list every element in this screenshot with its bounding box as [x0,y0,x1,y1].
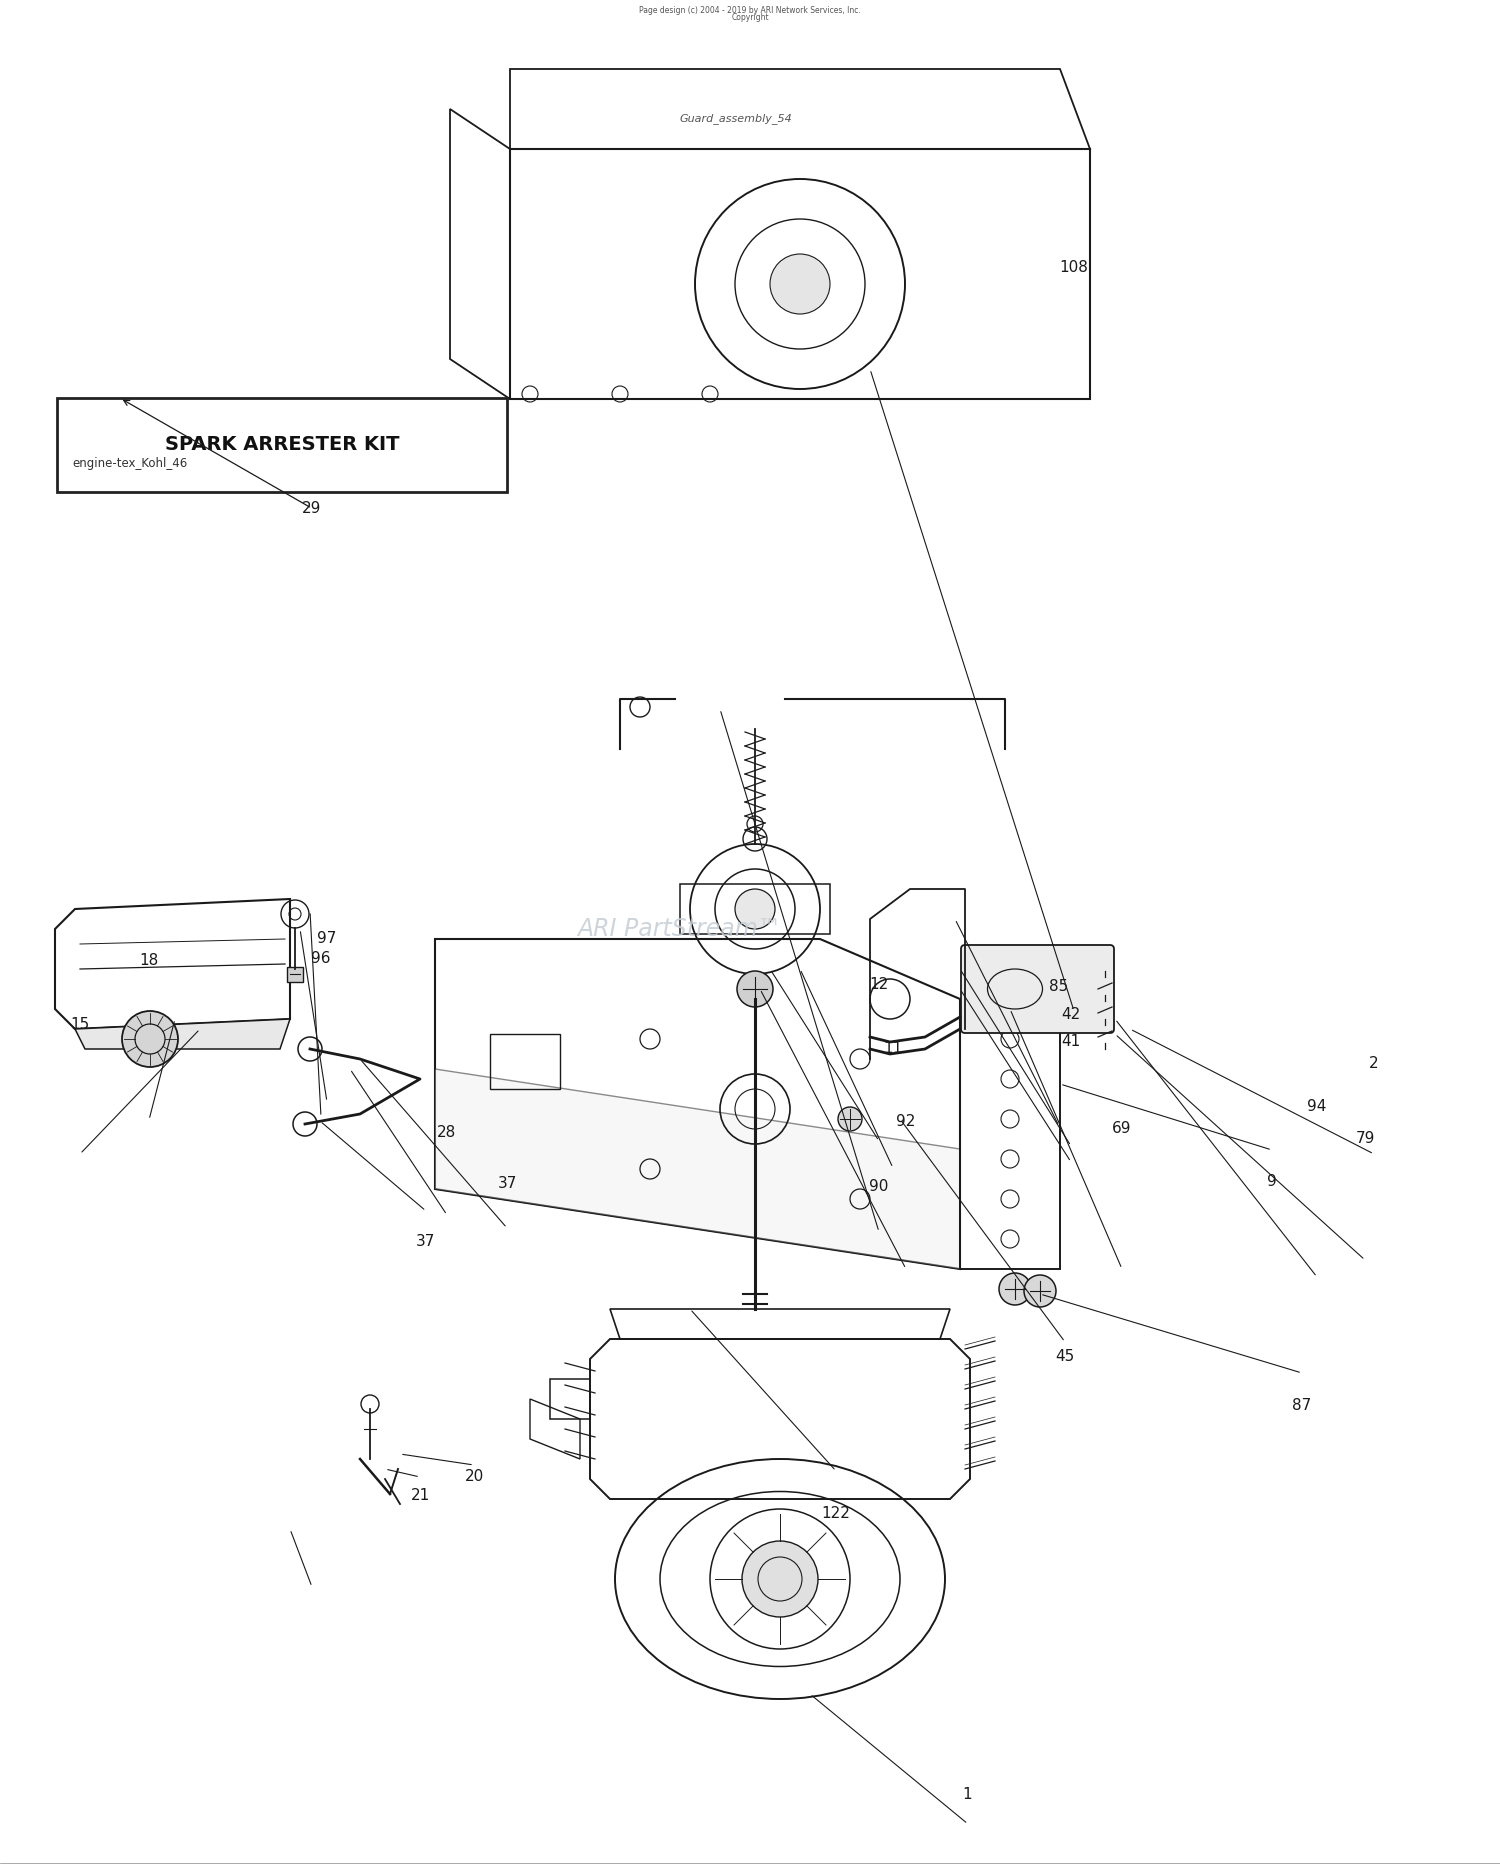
Text: 41: 41 [1062,1034,1080,1049]
Text: SPARK ARRESTER KIT: SPARK ARRESTER KIT [165,435,399,454]
Circle shape [1024,1275,1056,1306]
Text: 1: 1 [963,1787,972,1802]
Text: 90: 90 [870,1179,888,1194]
Text: 69: 69 [1112,1121,1131,1136]
Circle shape [122,1011,178,1067]
Text: 94: 94 [1308,1099,1326,1114]
Circle shape [742,1542,818,1617]
Text: 79: 79 [1356,1131,1374,1146]
Text: 97: 97 [318,931,336,946]
Text: engine-tex_Kohl_46: engine-tex_Kohl_46 [72,458,188,469]
Text: 20: 20 [465,1469,483,1484]
Text: 2: 2 [1370,1056,1378,1071]
Text: 85: 85 [1050,979,1068,994]
Text: 12: 12 [870,977,888,992]
Text: 108: 108 [1059,260,1089,275]
Text: 11: 11 [884,1041,902,1056]
Text: 18: 18 [140,953,158,968]
Text: 92: 92 [897,1114,915,1129]
Polygon shape [75,1019,290,1049]
Text: 15: 15 [70,1017,88,1032]
Bar [680,884,830,934]
Text: 37: 37 [498,1176,516,1191]
Circle shape [770,254,830,314]
Text: 28: 28 [438,1125,456,1140]
FancyBboxPatch shape [962,946,1114,1034]
Text: 9: 9 [1268,1174,1276,1189]
Text: 87: 87 [1293,1398,1311,1413]
Text: 45: 45 [1056,1349,1074,1364]
Circle shape [736,972,772,1007]
Bar [960,1000,1060,1269]
Circle shape [735,890,776,929]
Bar [57,398,507,492]
Text: Guard_assembly_54: Guard_assembly_54 [680,114,792,125]
Text: Copyright: Copyright [730,13,770,22]
Bar [510,150,1090,398]
Text: 29: 29 [303,501,321,516]
Text: 122: 122 [821,1506,850,1521]
Text: Page design (c) 2004 - 2019 by ARI Network Services, Inc.: Page design (c) 2004 - 2019 by ARI Netwo… [639,6,861,15]
Bar [286,966,303,981]
Text: 96: 96 [312,951,330,966]
Text: 37: 37 [417,1234,435,1248]
Circle shape [999,1273,1030,1305]
Polygon shape [435,1069,960,1269]
Circle shape [839,1106,862,1131]
Text: ARI PartStream™: ARI PartStream™ [578,918,782,940]
Text: 42: 42 [1062,1007,1080,1022]
Bar [490,1034,560,1090]
Text: 21: 21 [411,1488,429,1503]
